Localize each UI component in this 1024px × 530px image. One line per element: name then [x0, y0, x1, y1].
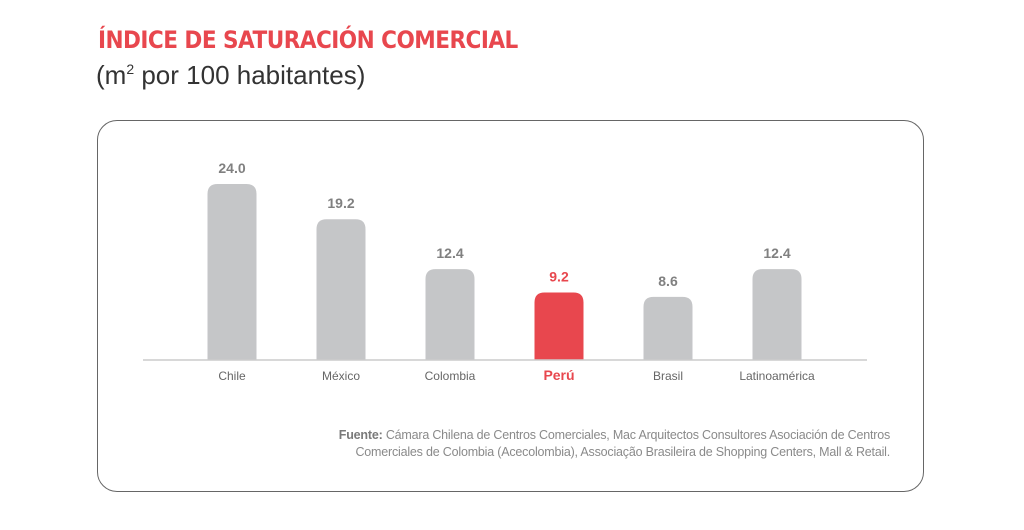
value-label-peru: 9.2: [549, 269, 569, 285]
category-label-chile: Chile: [218, 369, 246, 383]
value-label-colombia: 12.4: [436, 245, 463, 261]
category-label-peru: Perú: [543, 367, 574, 383]
category-label-latinoamerica: Latinoamérica: [739, 369, 815, 383]
source-text-1: Cámara Chilena de Centros Comerciales, M…: [382, 428, 890, 442]
value-label-mexico: 19.2: [327, 195, 354, 211]
source-note: Fuente: Cámara Chilena de Centros Comerc…: [290, 427, 890, 461]
bar-peru: [534, 292, 584, 360]
chart-card: [97, 120, 924, 492]
source-label: Fuente:: [338, 428, 383, 442]
value-label-brasil: 8.6: [658, 273, 678, 289]
subtitle-superscript: 2: [126, 61, 135, 77]
source-line-1: Fuente: Cámara Chilena de Centros Comerc…: [290, 427, 890, 444]
subtitle-prefix: (m: [96, 60, 127, 90]
source-line-2: Comerciales de Colombia (Acecolombia), A…: [355, 445, 890, 459]
category-label-mexico: México: [322, 369, 360, 383]
bar-colombia: [425, 269, 475, 360]
category-label-brasil: Brasil: [653, 369, 683, 383]
bars-group: [207, 184, 802, 360]
labels-group: 24.0 Chile 19.2 México 12.4 Colombia 9.2 Perú 8.…: [218, 160, 815, 383]
value-label-chile: 24.0: [218, 160, 245, 176]
bar-mexico: [316, 219, 366, 360]
bar-brasil: [643, 296, 693, 360]
chart-title: ÍNDICE DE SATURACIÓN COMERCIAL: [98, 26, 518, 54]
chart-subtitle: (m2 por 100 habitantes): [96, 60, 365, 91]
category-label-colombia: Colombia: [425, 369, 476, 383]
subtitle-suffix: por 100 habitantes): [134, 60, 366, 90]
bar-chile: [207, 184, 257, 360]
value-label-latinoamerica: 12.4: [763, 245, 790, 261]
bar-latinoamerica: [752, 269, 802, 360]
